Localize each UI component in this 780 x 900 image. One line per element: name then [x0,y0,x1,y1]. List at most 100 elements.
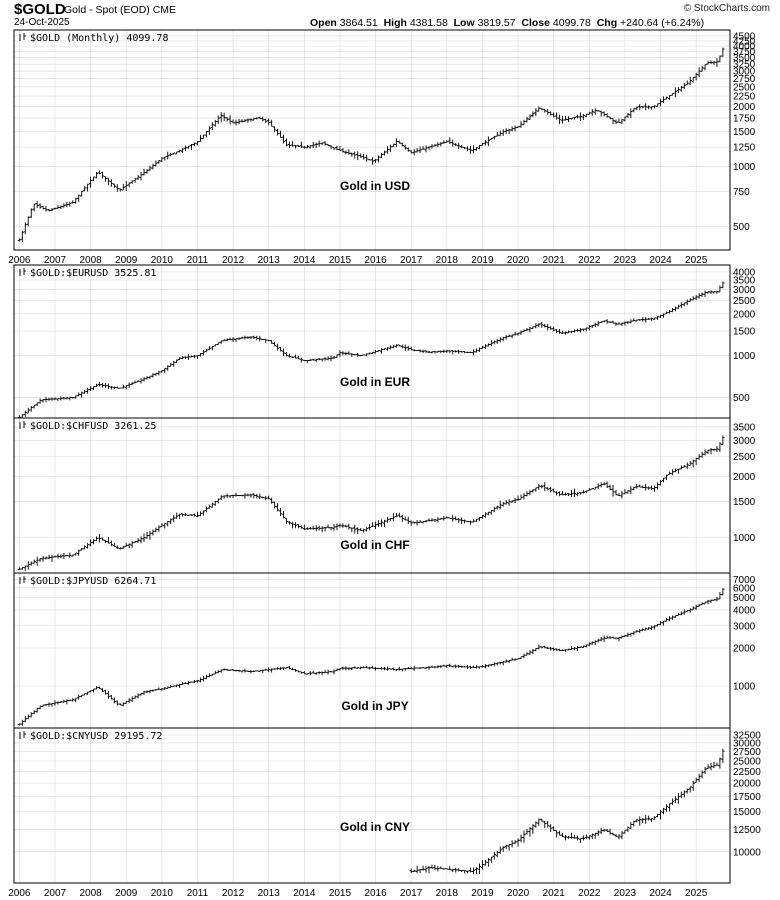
y-tick-label: 1500 [733,497,756,508]
ohlc-bar [59,205,63,209]
ohlc-bar [139,692,143,696]
ohlc-bar [629,821,633,830]
x-tick-label: 2010 [151,888,174,899]
ohlc-bar [198,511,203,517]
ohlc-bar [326,669,330,675]
ohlc-bar [694,457,698,466]
ohlc-bar [17,238,21,242]
ohlc-bar [626,632,630,638]
ohlc-bar [430,665,434,668]
ohlc-bar [430,517,434,522]
ohlc-bar [83,389,87,394]
ohlc-bar [255,117,259,120]
ohlc-bar [685,788,689,794]
ohlc-bar [661,620,666,626]
ohlc-bar [71,554,75,557]
ohlc-bar [460,144,464,149]
ohlc-bar [344,524,348,528]
ohlc-bar [658,480,663,486]
ohlc-bar [397,666,401,671]
ohlc-bar [314,142,318,148]
ohlc-bar [290,141,295,147]
ohlc-bar [222,339,226,342]
ohlc-bar [228,669,232,671]
ohlc-bar [575,328,580,332]
x-tick-label: 2017 [400,888,423,899]
ohlc-bar [688,786,692,793]
ohlc-bar [439,866,443,870]
ohlc-bar [504,499,508,505]
panel-5: 10000 12500 15000 17500 20000225002500027500… [8,727,761,899]
ohlc-bar [474,518,479,522]
ohlc-bar [430,864,434,869]
ohlc-bar [558,491,562,497]
ohlc-bar [83,186,87,192]
high-value: 4381.58 [409,17,448,29]
ohlc-bar [558,830,562,836]
ohlc-bar [213,344,217,347]
ohlc-bar [599,321,603,323]
ohlc-bar [685,80,689,86]
ohlc-bar [641,485,645,489]
ohlc-bar [599,110,603,117]
y-tick-label: 2250 [733,92,756,103]
ohlc-bar [231,337,235,343]
ohlc-bar [647,626,651,630]
ohlc-bar [569,832,574,839]
ohlc-bar [20,567,24,570]
ohlc-bar [409,868,413,873]
ohlc-bar [664,96,669,100]
ohlc-bar [385,146,390,154]
ohlc-bar [311,142,315,149]
ohlc-bar [183,145,188,151]
panel-annotation: Gold in EUR [340,375,410,389]
ohlc-bar [287,353,292,358]
ohlc-bar [293,669,298,672]
ohlc-bar [335,668,339,672]
ohlc-bar [237,669,241,673]
ohlc-bar [249,336,253,339]
ohlc-bar [94,383,99,388]
ohlc-bar [50,207,54,211]
x-tick-label: 2024 [649,255,672,266]
ohlc-bar [77,694,81,700]
ohlc-bar [166,686,170,689]
ohlc-bar [486,511,490,516]
ohlc-bar [608,828,612,835]
ohlc-bar [225,668,229,671]
ohlc-bar [433,143,437,147]
y-tick-label: 1000 [733,162,756,173]
ohlc-bar [287,521,292,525]
ohlc-bar [189,514,194,516]
ohlc-bar [365,154,369,162]
ohlc-bar [581,645,585,648]
ohlc-bar [97,382,102,387]
ohlc-bar [635,319,639,322]
ohlc-bar [86,183,90,192]
ohlc-bar [460,665,464,668]
y-tick-label: 4250 [733,36,756,47]
panel-3: 1000 1500 2000 2500 3000 3500 $GOLD:$CHFUSD 32… [13,417,756,574]
ohlc-bar [299,525,303,529]
ohlc-bar [276,667,280,670]
x-tick-label: 2022 [578,888,601,899]
ohlc-bar [368,352,372,355]
ohlc-bar [293,144,298,149]
ohlc-bar [65,699,69,705]
ohlc-bar [537,106,541,112]
ohlc-bar [74,697,78,703]
ohlc-bar [264,338,268,343]
ohlc-bar [181,148,185,153]
x-tick-label: 2006 [8,888,31,899]
ohlc-bar [308,527,312,530]
ohlc-bar [74,197,78,204]
ohlc-bar [590,641,594,645]
ohlc-bar [115,700,119,706]
ohlc-bar [127,182,131,188]
ohlc-bar [44,704,48,707]
ohlc-bar [362,354,366,356]
ohlc-bar [549,486,553,493]
ohlc-bar [109,178,113,187]
